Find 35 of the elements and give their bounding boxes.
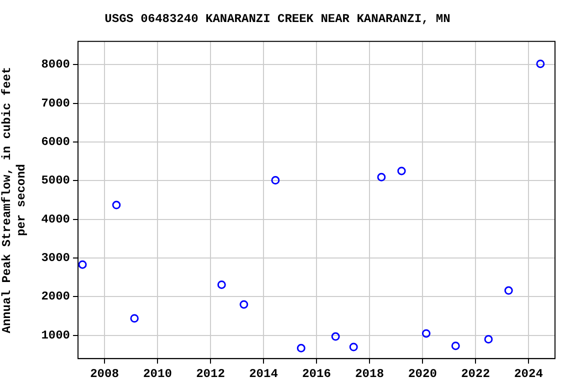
point [331, 332, 340, 341]
x-tick-label: 2010 [143, 366, 172, 381]
point [271, 176, 280, 185]
point [422, 329, 430, 338]
y-axis-title: Annual Peak Streamflow, in cubic feet per second [0, 66, 29, 334]
x-tick-label: 2014 [249, 366, 278, 381]
y-tick-label: 8000 [41, 58, 70, 72]
y-tick-label: 1000 [41, 328, 70, 342]
x-tick-label: 2024 [514, 366, 543, 381]
y-tick-label: 7000 [41, 96, 70, 110]
point [504, 286, 513, 295]
point [536, 60, 545, 68]
x-tick-label: 2012 [196, 366, 225, 381]
y-tick-label: 5000 [41, 174, 70, 188]
point [484, 335, 493, 344]
chart-title: USGS 06483240 KANARANZI CREEK NEAR KANARANZI, MN [104, 12, 450, 26]
point [377, 172, 386, 182]
point [240, 300, 248, 309]
point [296, 344, 306, 352]
x-tick-label: 2022 [461, 366, 490, 381]
point [349, 342, 358, 352]
point [78, 260, 87, 269]
x-tick-label: 2008 [90, 366, 119, 381]
x-tick-label: 2016 [302, 366, 331, 381]
y-tick-label: 3000 [41, 251, 70, 266]
y-tick-label: 6000 [41, 134, 70, 149]
y-tick-label: 2000 [41, 290, 70, 304]
point [130, 314, 139, 323]
y-tick-label: 4000 [41, 212, 70, 226]
point [397, 166, 406, 176]
point [112, 200, 121, 210]
point [451, 342, 460, 350]
x-tick-label: 2018 [355, 366, 384, 381]
point [217, 280, 226, 289]
x-tick-label: 2020 [408, 366, 437, 381]
